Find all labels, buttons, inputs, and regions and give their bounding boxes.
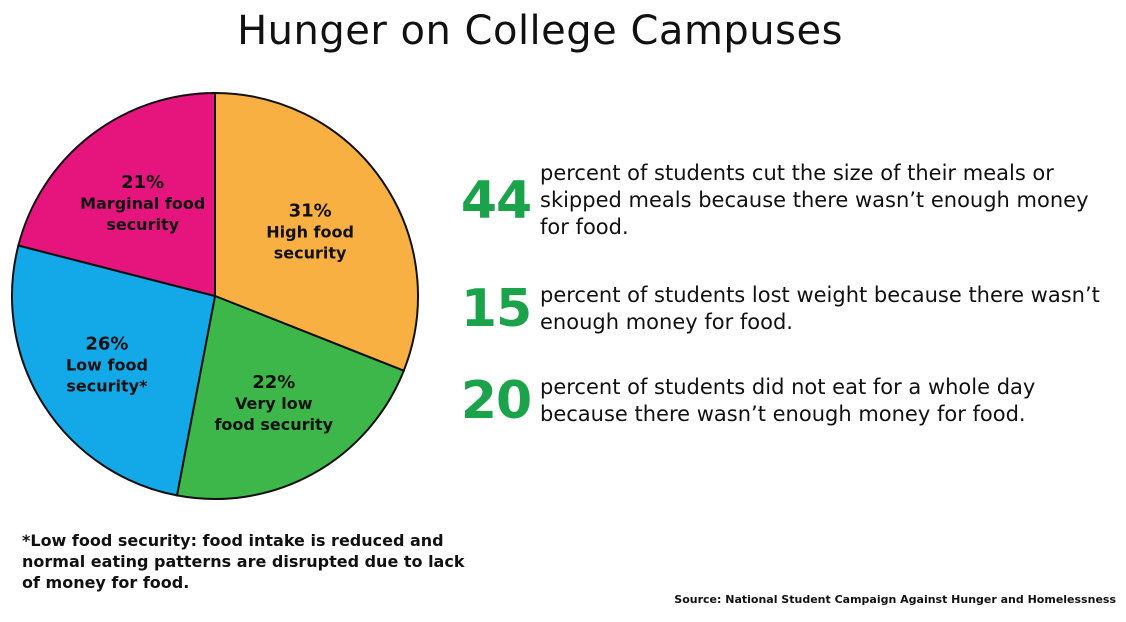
pie-slice-label: 22% Very low food security <box>214 372 333 434</box>
stat-number: 15 <box>460 279 532 339</box>
pie-slice <box>214 91 419 373</box>
stat-15: 15 percent of students lost weight becau… <box>456 282 1115 336</box>
stat-number: 20 <box>460 371 532 431</box>
source-credit: Source: National Student Campaign Agains… <box>674 593 1116 606</box>
stat-number: 44 <box>460 170 532 231</box>
stat-44: 44 percent of students cut the size of t… <box>456 160 1115 241</box>
pie-slice <box>17 91 216 298</box>
pie-slice-label: 21% Marginal food security <box>80 172 205 234</box>
pie-slice <box>175 294 406 500</box>
pie-chart: 31% High food security 22% Very low food secu… <box>11 91 419 500</box>
chart-title: Hunger on College Campuses <box>237 8 843 54</box>
stat-20: 20 percent of students did not eat for a… <box>456 374 1115 428</box>
pie-slice-label: 26% Low food security* <box>66 334 148 396</box>
stat-text: percent of students cut the size of thei… <box>540 161 1089 239</box>
pie-slice <box>11 244 217 497</box>
stat-text: percent of students did not eat for a wh… <box>540 375 1036 426</box>
pie-slice-label: 31% High food security <box>266 200 354 262</box>
stat-text: percent of students lost weight because … <box>540 283 1100 334</box>
footnote: *Low food security: food intake is reduc… <box>22 531 465 592</box>
